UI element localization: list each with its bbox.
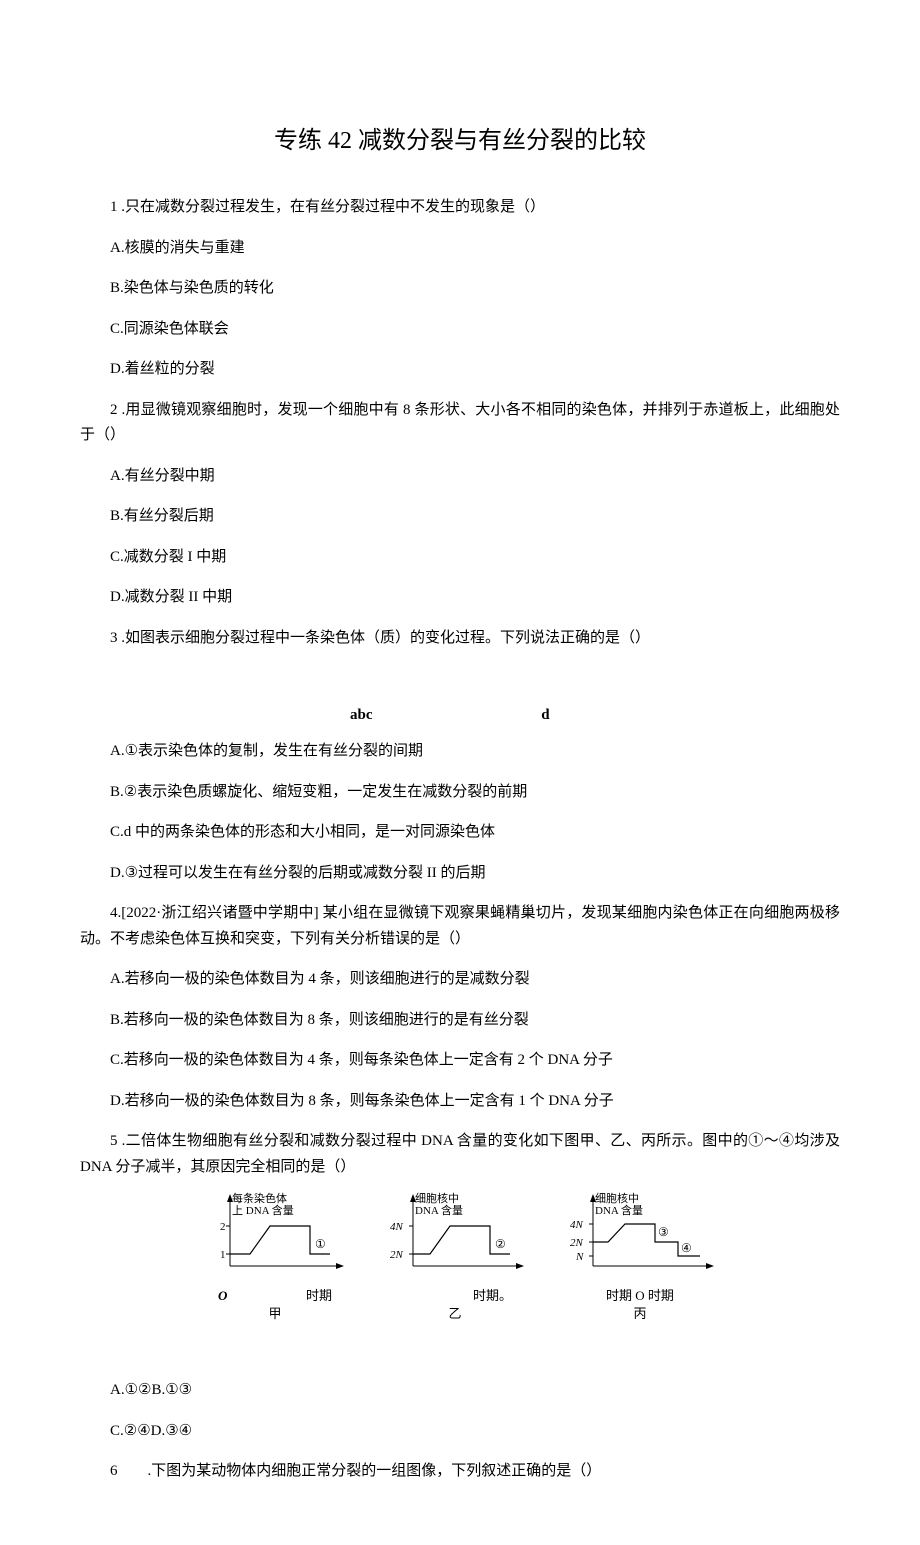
yi-xlabel: 时期。 乙 — [380, 1287, 530, 1323]
q3-option-a: A.①表示染色体的复制，发生在有丝分裂的间期 — [80, 739, 840, 765]
q1-stem: 1 .只在减数分裂过程发生，在有丝分裂过程中不发生的现象是（） — [80, 195, 840, 221]
bing-circ-4: ④ — [681, 1241, 692, 1255]
q1-option-c: C.同源染色体联会 — [80, 317, 840, 343]
chart-jia: 每条染色体 上 DNA 含量 2 1 ① — [200, 1188, 350, 1283]
q3-stem: 3 .如图表示细胞分裂过程中一条染色体（质）的变化过程。下列说法正确的是（） — [80, 626, 840, 652]
q5-stem: 5 .二倍体生物细胞有丝分裂和减数分裂过程中 DNA 含量的变化如下图甲、乙、丙… — [80, 1129, 840, 1180]
q2-option-b: B.有丝分裂后期 — [80, 504, 840, 530]
jia-ylabel-2: 上 DNA 含量 — [232, 1203, 294, 1217]
q3-option-c: C.d 中的两条染色体的形态和大小相同，是一对同源染色体 — [80, 820, 840, 846]
q2-option-c: C.减数分裂 I 中期 — [80, 545, 840, 571]
q4-stem: 4.[2022·浙江绍兴诸暨中学期中] 某小组在显微镜下观察果蝇精巢切片，发现某… — [80, 901, 840, 952]
q3-option-b: B.②表示染色质螺旋化、缩短变粗，一定发生在减数分裂的前期 — [80, 780, 840, 806]
jia-xlabel-o: O — [218, 1287, 227, 1305]
bing-ytick-n: N — [575, 1251, 584, 1263]
jia-name: 甲 — [200, 1305, 350, 1323]
yi-name: 乙 — [380, 1305, 530, 1323]
jia-circ-1: ① — [315, 1237, 326, 1251]
jia-ytick-1: 1 — [220, 1249, 226, 1261]
q5-options-ab: A.①②B.①③ — [80, 1378, 840, 1404]
jia-xlabel: O 时期 甲 — [200, 1287, 350, 1323]
yi-xlabel-r: 时期。 — [473, 1287, 512, 1305]
yi-ylabel-1: 细胞核中 — [415, 1191, 459, 1205]
q4-option-c: C.若移向一极的染色体数目为 4 条，则每条染色体上一定含有 2 个 DNA 分… — [80, 1048, 840, 1074]
jia-xlabel-r: 时期 — [306, 1287, 332, 1305]
q3-label-abc: abc — [350, 707, 373, 724]
q1-option-a: A.核膜的消失与重建 — [80, 236, 840, 262]
yi-circ-2: ② — [495, 1237, 506, 1251]
q5-chart-xlabels: O 时期 甲 时期。 乙 时期 O 时期 丙 — [80, 1287, 840, 1323]
bing-ytick-2n: 2N — [570, 1237, 584, 1249]
chart-bing: 细胞核中 DNA 含量 4N 2N N ③ ④ — [560, 1188, 720, 1283]
jia-ylabel-1: 每条染色体 — [232, 1191, 287, 1205]
page-title: 专练 42 减数分裂与有丝分裂的比较 — [80, 120, 840, 155]
q2-stem: 2 .用显微镜观察细胞时，发现一个细胞中有 8 条形状、大小各不相同的染色体，并… — [80, 398, 840, 449]
q2-option-a: A.有丝分裂中期 — [80, 464, 840, 490]
bing-xlabel: 时期 O 时期 丙 — [560, 1287, 720, 1323]
q4-option-d: D.若移向一极的染色体数目为 8 条，则每条染色体上一定含有 1 个 DNA 分… — [80, 1089, 840, 1115]
q1-option-d: D.着丝粒的分裂 — [80, 357, 840, 383]
yi-ytick-4n: 4N — [390, 1221, 404, 1233]
yi-ylabel-2: DNA 含量 — [415, 1203, 463, 1217]
yi-ytick-2n: 2N — [390, 1249, 404, 1261]
q3-label-d: d — [541, 707, 549, 724]
chart-yi: 细胞核中 DNA 含量 4N 2N ② — [380, 1188, 530, 1283]
q3-option-d: D.③过程可以发生在有丝分裂的后期或减数分裂 II 的后期 — [80, 861, 840, 887]
q4-option-b: B.若移向一极的染色体数目为 8 条，则该细胞进行的是有丝分裂 — [80, 1008, 840, 1034]
bing-circ-3: ③ — [658, 1225, 669, 1239]
bing-ylabel-1: 细胞核中 — [595, 1191, 639, 1205]
bing-ylabel-2: DNA 含量 — [595, 1203, 643, 1217]
q1-option-b: B.染色体与染色质的转化 — [80, 276, 840, 302]
bing-name: 丙 — [560, 1305, 720, 1323]
q5-charts: 每条染色体 上 DNA 含量 2 1 ① 细胞核中 DNA 含量 4N 2N ② — [80, 1188, 840, 1283]
q3-figure-labels: abc d — [80, 707, 840, 724]
bing-ytick-4n: 4N — [570, 1219, 584, 1231]
q5-options-cd: C.②④D.③④ — [80, 1419, 840, 1445]
q2-option-d: D.减数分裂 II 中期 — [80, 585, 840, 611]
q6-stem: 6 .下图为某动物体内细胞正常分裂的一组图像，下列叙述正确的是（） — [80, 1459, 840, 1485]
jia-ytick-2: 2 — [220, 1221, 226, 1233]
q4-option-a: A.若移向一极的染色体数目为 4 条，则该细胞进行的是减数分裂 — [80, 967, 840, 993]
